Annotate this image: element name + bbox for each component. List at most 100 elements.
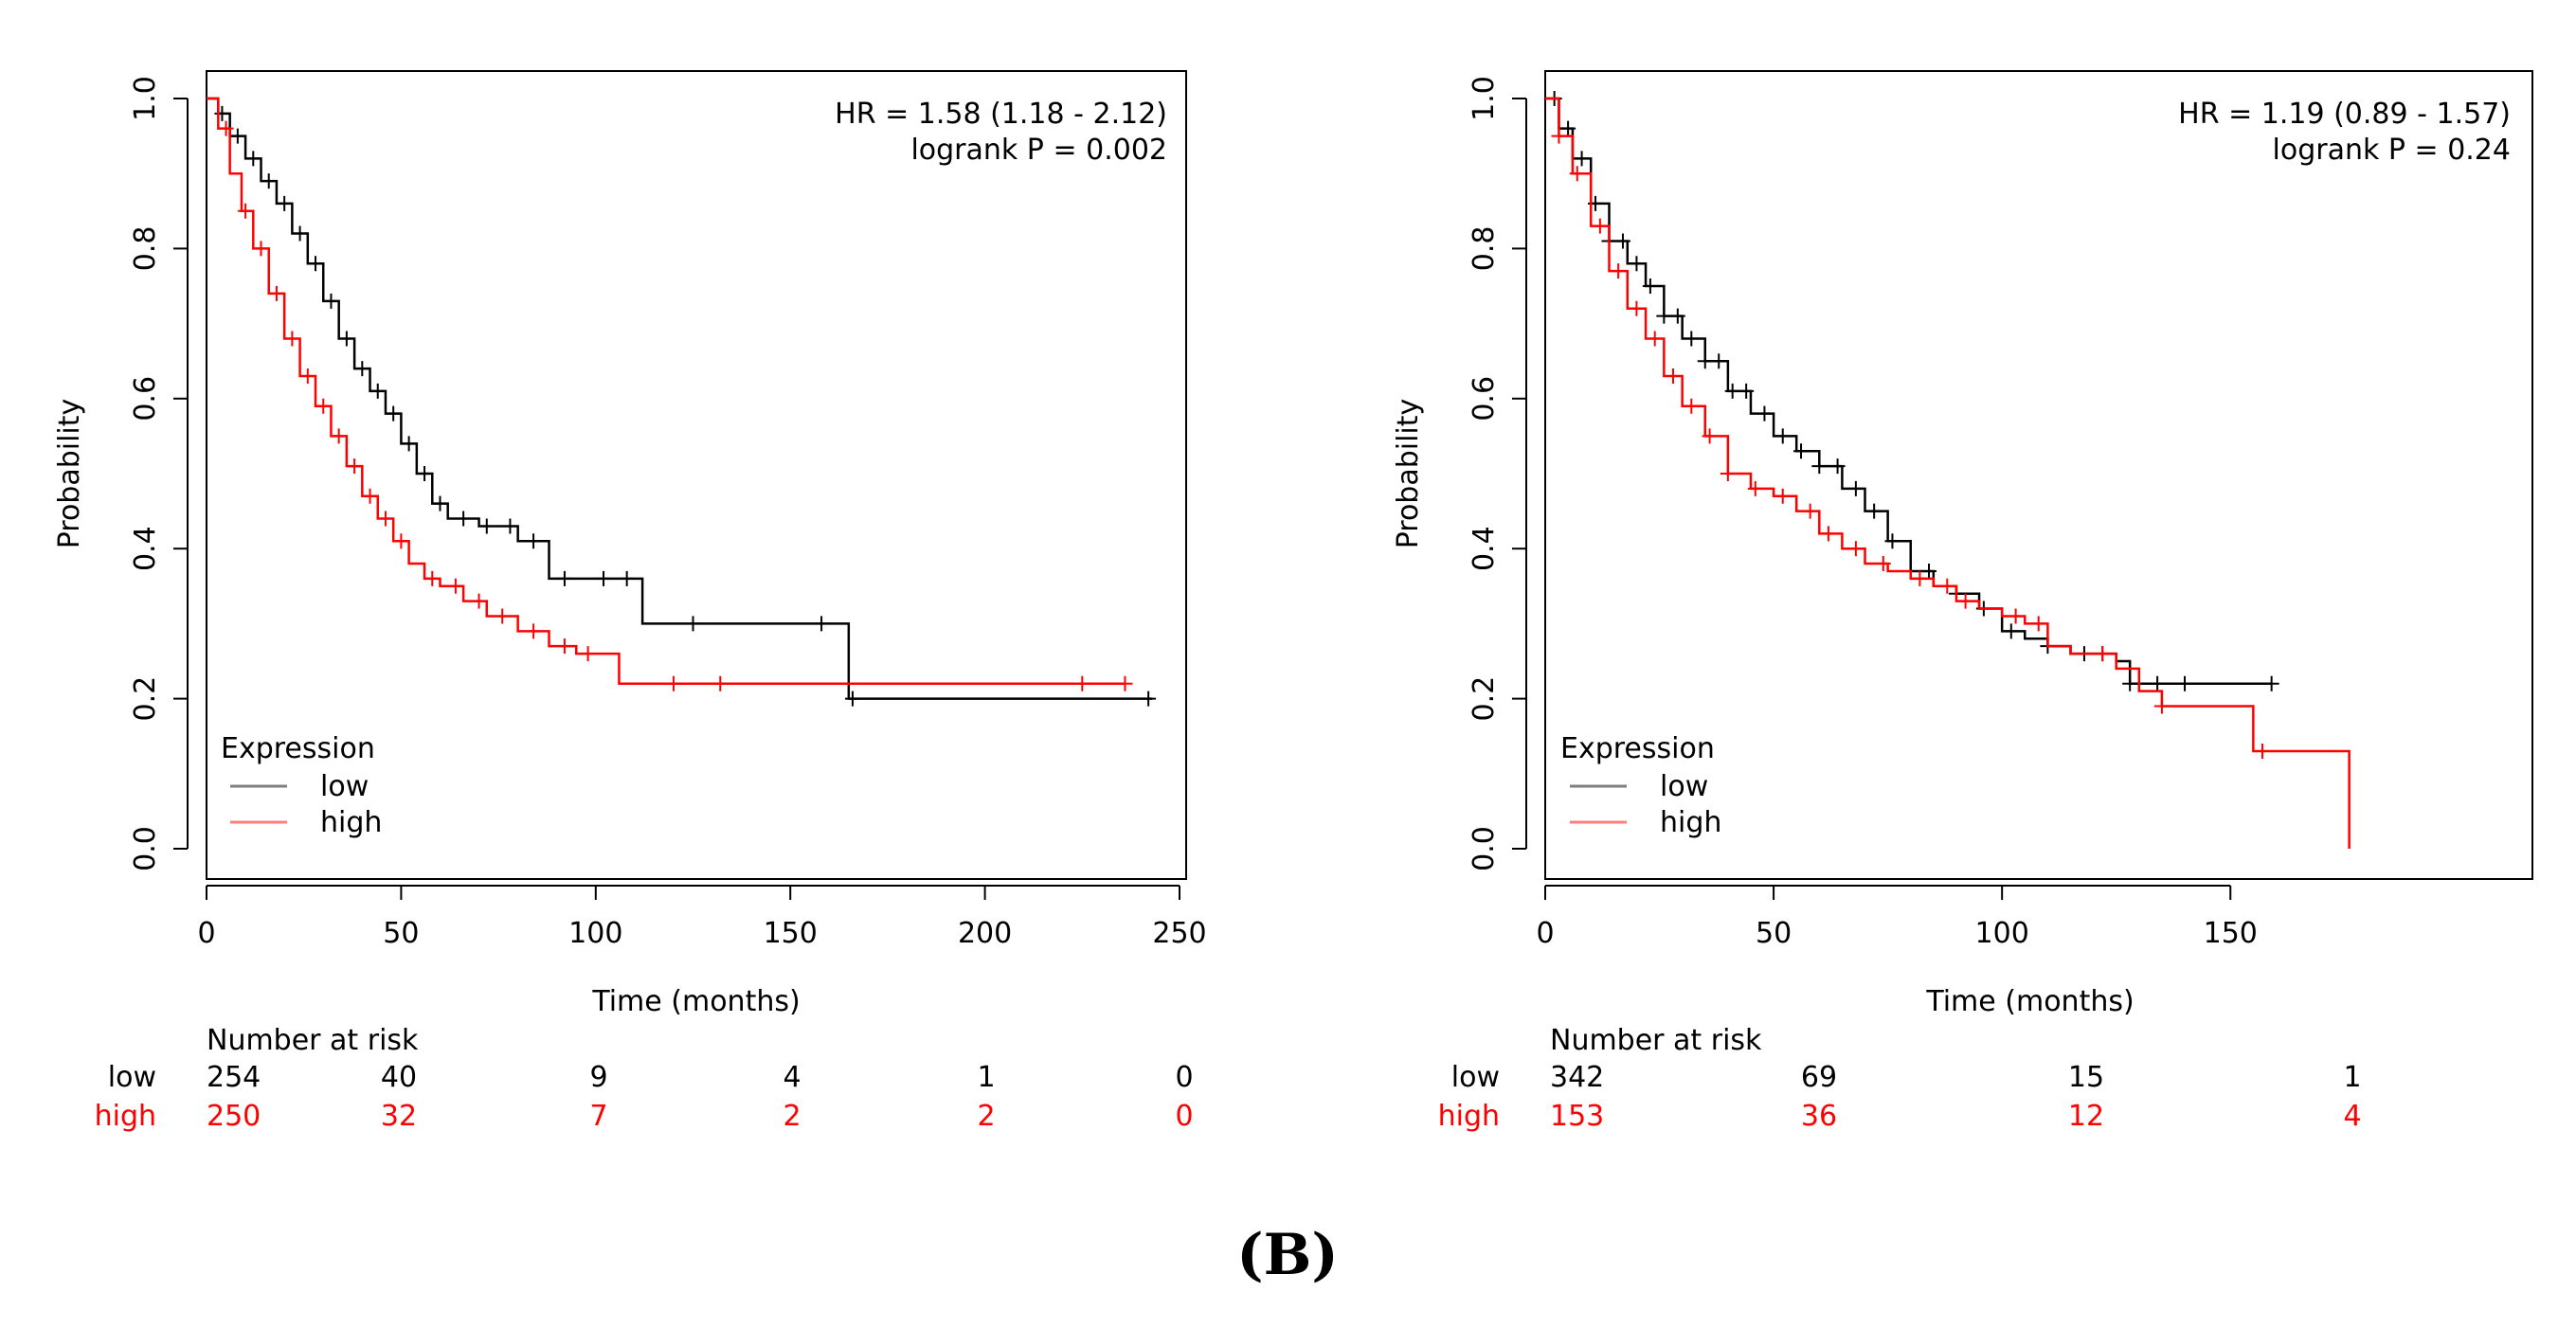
censor-mark-low <box>2177 676 2192 691</box>
risk-count-high: 7 <box>589 1100 607 1133</box>
censor-mark-high <box>1648 331 1663 346</box>
y-tick-label: 0.2 <box>129 676 162 722</box>
risk-row-label-low: low <box>1451 1061 1500 1094</box>
censor-mark-low <box>2150 676 2165 691</box>
censor-mark-high <box>238 204 253 219</box>
censor-mark-high <box>1551 129 1566 144</box>
censor-mark-high <box>1720 466 1736 481</box>
censor-mark-low <box>620 571 635 586</box>
risk-count-low: 69 <box>1801 1061 1837 1094</box>
y-tick-label: 1.0 <box>1468 76 1501 121</box>
censor-mark-low <box>502 518 517 533</box>
hazard-ratio-text: HR = 1.58 (1.18 - 2.12) <box>835 98 1167 131</box>
censor-mark-high <box>378 511 393 527</box>
censor-mark-high <box>495 608 510 623</box>
x-axis-title: Time (months) <box>591 985 800 1018</box>
censor-mark-low <box>1684 331 1699 346</box>
risk-table-title: Number at risk <box>1550 1024 1762 1057</box>
x-axis-title: Time (months) <box>1925 985 2134 1018</box>
censor-mark-low <box>402 436 417 451</box>
censor-mark-high <box>363 489 378 504</box>
censor-mark-low <box>1711 353 1726 368</box>
censor-mark-low <box>479 518 495 533</box>
risk-count-low: 254 <box>207 1061 261 1094</box>
risk-row-label-low: low <box>108 1061 156 1094</box>
censor-mark-high <box>1666 368 1681 384</box>
y-tick-label: 0.8 <box>1468 226 1501 272</box>
censor-mark-low <box>293 226 308 242</box>
panel-label: (B) <box>1236 1222 1339 1288</box>
censor-mark-high <box>1803 504 1818 519</box>
y-tick-label: 0.0 <box>129 826 162 871</box>
risk-count-low: 15 <box>2068 1061 2104 1094</box>
km-figure: 0 50 100 150 200 250Time (months)0.00.20.40.6… <box>0 0 2576 1323</box>
x-tick-label: 0 <box>197 917 215 950</box>
censor-mark-high <box>347 458 362 474</box>
y-axis-title: Probability <box>53 399 86 549</box>
y-tick-label: 0.6 <box>1468 376 1501 422</box>
risk-count-high: 250 <box>207 1100 261 1133</box>
km-panel-right: 0 50 100 150Time (months)0.00.20.40.60.81.0… <box>1392 71 2532 1133</box>
y-tick-label: 0.8 <box>129 226 162 272</box>
censor-mark-low <box>386 406 401 422</box>
censor-mark-low <box>596 571 611 586</box>
censor-mark-high <box>1684 399 1699 414</box>
risk-count-high: 0 <box>1175 1100 1193 1133</box>
censor-mark-high <box>1074 676 1090 691</box>
risk-count-high: 36 <box>1801 1100 1837 1133</box>
censor-mark-low <box>323 294 338 309</box>
censor-mark-high <box>332 428 347 443</box>
censor-mark-high <box>1939 579 1955 594</box>
censor-mark-high <box>315 399 331 414</box>
censor-mark-low <box>1756 406 1772 422</box>
censor-mark-high <box>472 594 487 609</box>
logrank-p-text: logrank P = 0.24 <box>2273 134 2511 167</box>
censor-mark-high <box>1821 526 1836 541</box>
censor-mark-high <box>424 571 440 586</box>
censor-mark-low <box>1698 353 1713 368</box>
risk-count-low: 40 <box>381 1061 417 1094</box>
risk-count-high: 153 <box>1550 1100 1604 1133</box>
censor-mark-low <box>456 511 471 527</box>
censor-mark-high <box>712 676 728 691</box>
censor-mark-low <box>686 616 701 631</box>
risk-table-title: Number at risk <box>207 1024 419 1057</box>
risk-count-low: 1 <box>2343 1061 2361 1094</box>
censor-mark-high <box>526 623 541 638</box>
censor-mark-high <box>254 241 269 256</box>
risk-count-low: 4 <box>783 1061 801 1094</box>
censor-mark-high <box>269 286 284 301</box>
x-tick-label: 250 <box>1152 917 1206 950</box>
risk-row-label-high: high <box>95 1100 156 1133</box>
risk-count-low: 0 <box>1175 1061 1193 1094</box>
censor-mark-low <box>1575 151 1590 166</box>
risk-count-low: 9 <box>589 1061 607 1094</box>
censor-mark-high <box>2095 646 2110 661</box>
censor-mark-low <box>1811 458 1827 474</box>
censor-mark-high <box>1848 541 1864 556</box>
censor-mark-high <box>219 121 234 136</box>
risk-count-low: 1 <box>977 1061 995 1094</box>
y-tick-label: 0.4 <box>1468 526 1501 571</box>
y-tick-label: 0.4 <box>129 526 162 571</box>
x-tick-label: 150 <box>2204 917 2258 950</box>
censor-mark-high <box>1629 301 1644 316</box>
legend-label-low: low <box>320 770 369 803</box>
censor-mark-high <box>1912 571 1927 586</box>
x-tick-label: 50 <box>1756 917 1792 950</box>
censor-mark-low <box>2122 676 2137 691</box>
km-curve-low <box>1545 99 2272 684</box>
x-tick-label: 150 <box>764 917 818 950</box>
legend-label-high: high <box>320 806 382 839</box>
censor-mark-high <box>2255 744 2270 759</box>
km-curve-high <box>207 99 1125 684</box>
censor-mark-high <box>2009 608 2024 623</box>
censor-mark-high <box>284 331 299 346</box>
legend-title: Expression <box>221 732 375 765</box>
censor-mark-low <box>526 533 541 548</box>
censor-mark-high <box>2031 616 2046 631</box>
y-tick-label: 0.2 <box>1468 676 1501 722</box>
risk-count-high: 2 <box>783 1100 801 1133</box>
risk-count-low: 342 <box>1550 1061 1604 1094</box>
